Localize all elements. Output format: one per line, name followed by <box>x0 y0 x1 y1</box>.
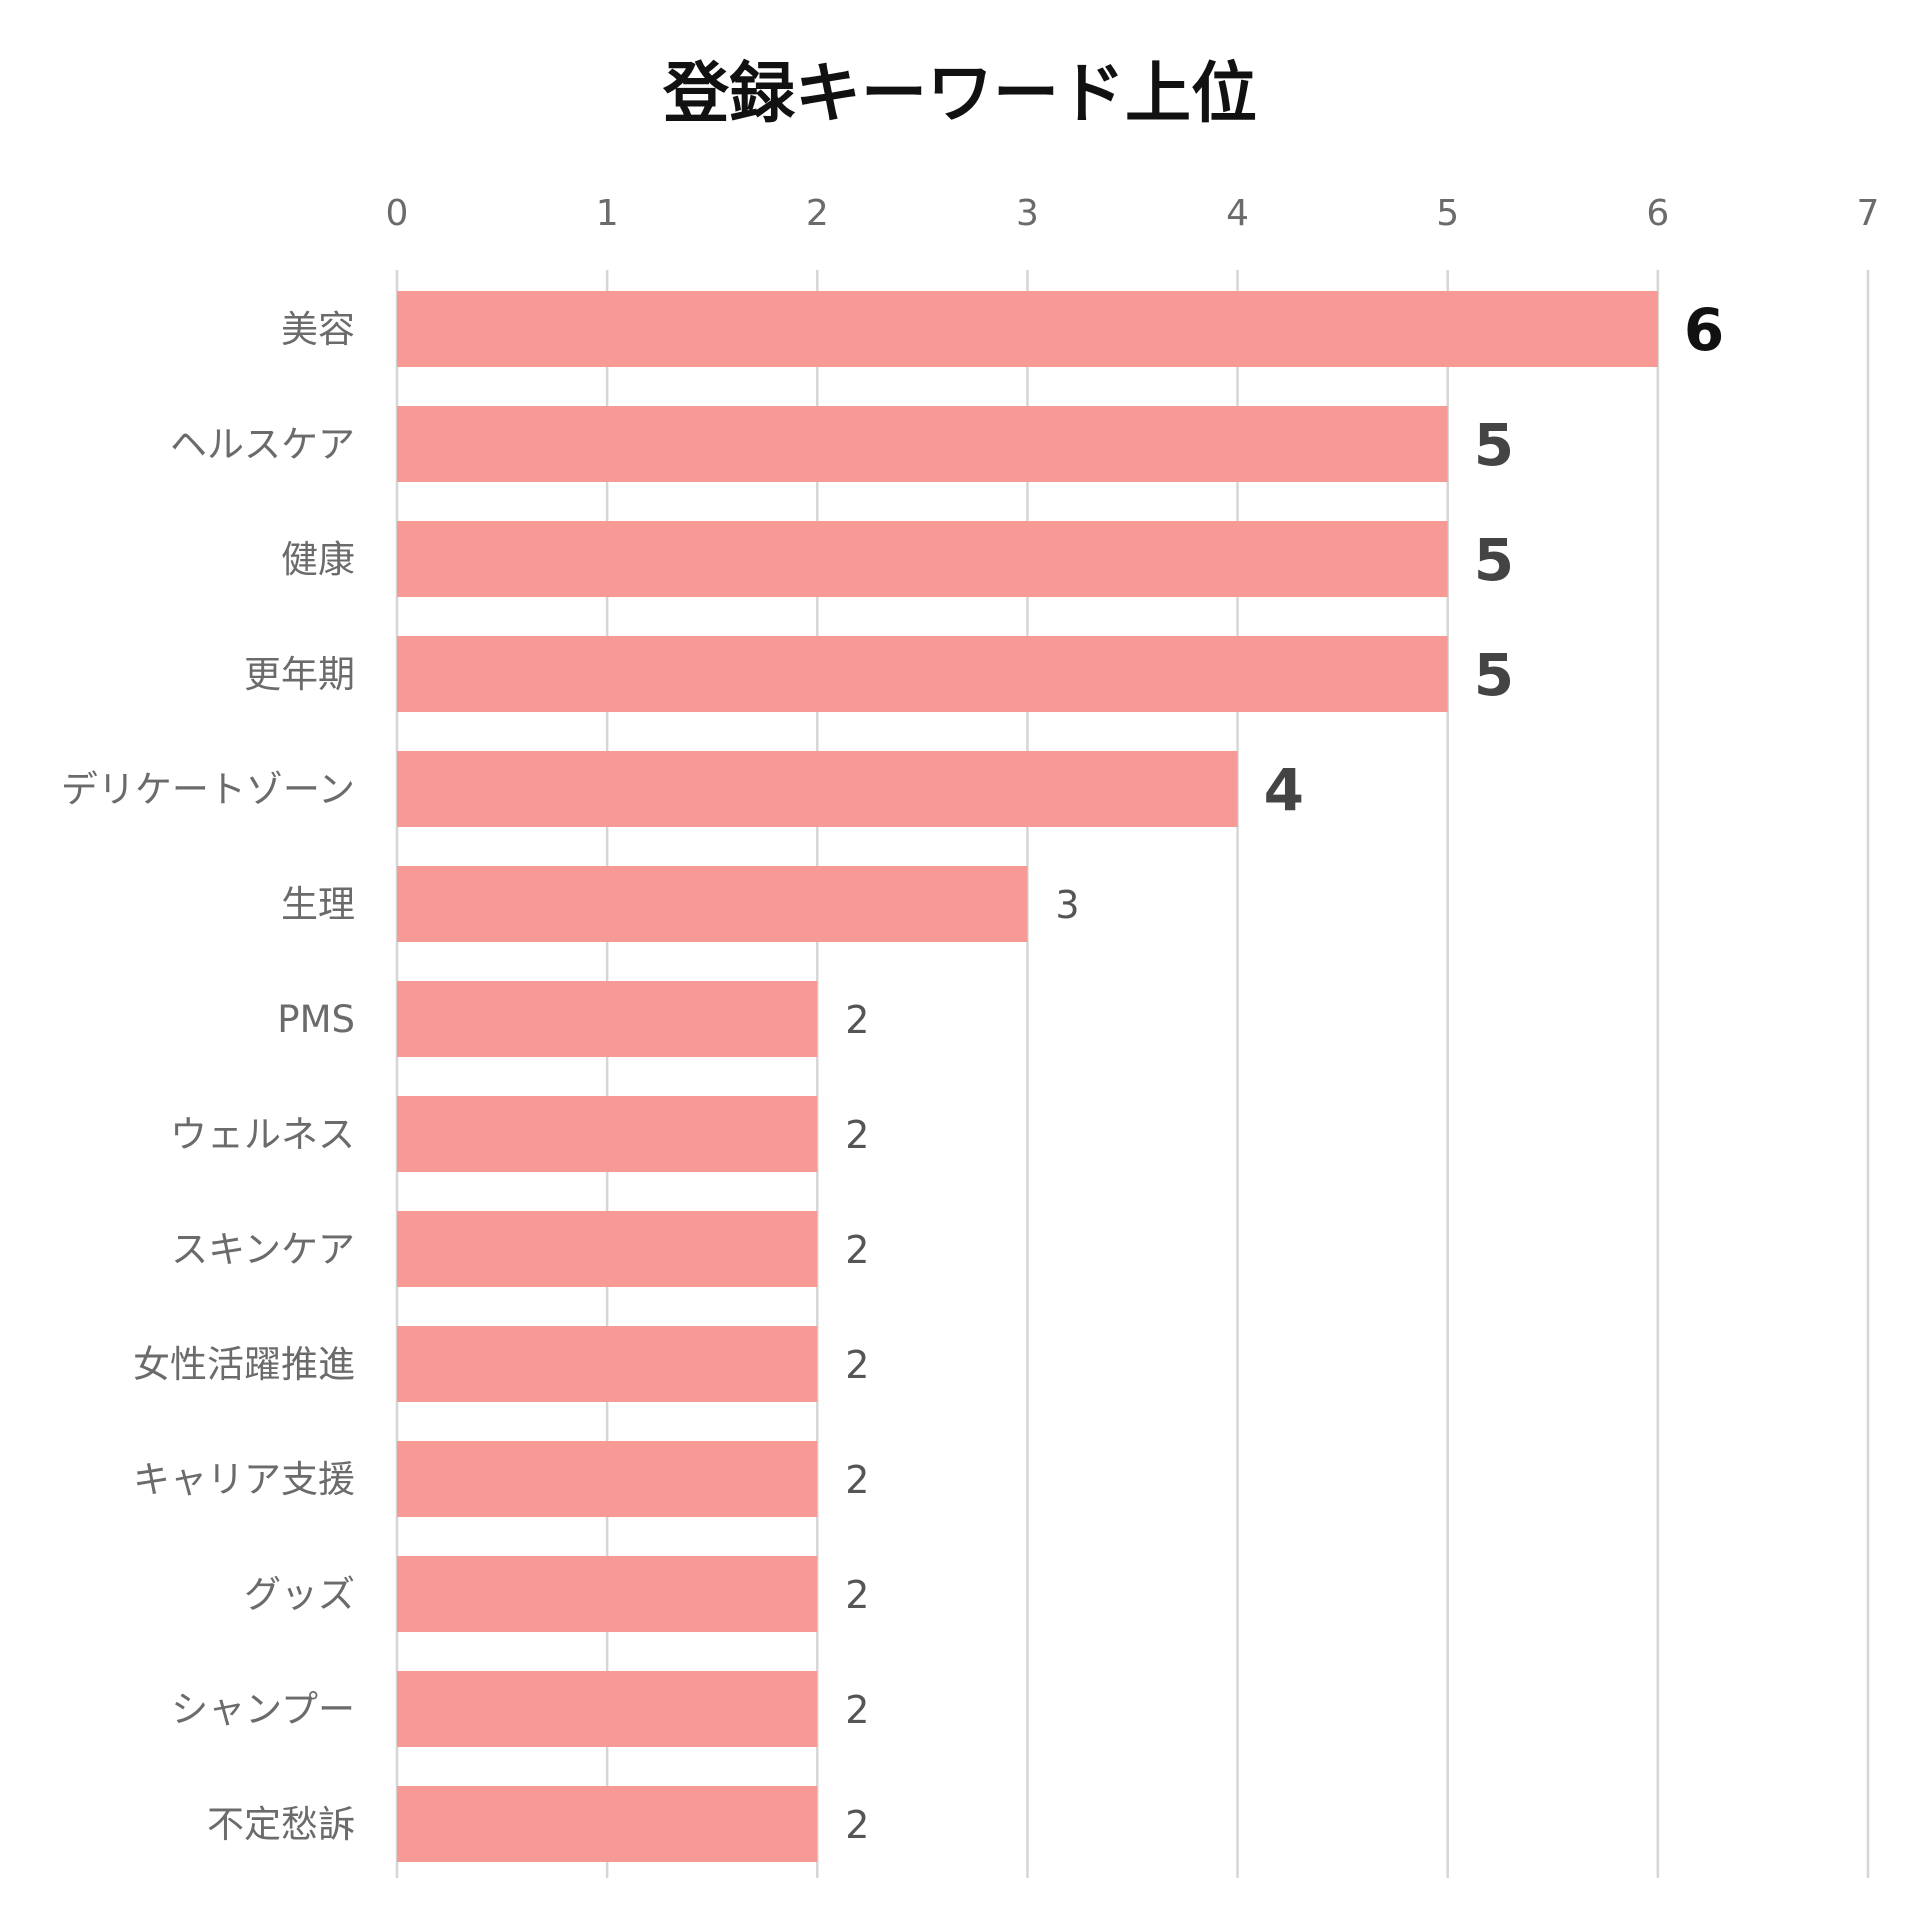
bar-10 <box>397 1441 818 1517</box>
data-label-2: 5 <box>1474 526 1514 594</box>
x-tick-label-1: 1 <box>596 193 619 234</box>
data-label-9: 2 <box>845 1343 869 1387</box>
category-label-12: シャンプー <box>171 1688 355 1731</box>
category-label-11: グッズ <box>244 1573 355 1616</box>
category-label-1: ヘルスケア <box>170 423 355 466</box>
data-label-10: 2 <box>845 1458 869 1502</box>
chart-title: 登録キーワード上位 <box>662 55 1257 132</box>
bar-13 <box>397 1786 818 1862</box>
category-label-2: 健康 <box>281 538 355 581</box>
data-label-3: 5 <box>1474 641 1514 709</box>
category-label-3: 更年期 <box>244 653 355 696</box>
category-label-6: PMS <box>277 998 355 1041</box>
data-label-0: 6 <box>1684 296 1724 364</box>
category-label-4: デリケートゾーン <box>61 768 355 811</box>
bar-3 <box>397 636 1448 712</box>
bar-12 <box>397 1671 818 1747</box>
x-tick-label-3: 3 <box>1016 193 1039 234</box>
bars <box>397 291 1658 1862</box>
bar-2 <box>397 521 1448 597</box>
data-label-7: 2 <box>845 1113 869 1157</box>
x-tick-label-2: 2 <box>806 193 829 234</box>
bar-8 <box>397 1211 818 1287</box>
category-label-8: スキンケア <box>171 1228 355 1271</box>
category-label-5: 生理 <box>281 883 355 926</box>
gridlines <box>395 270 1870 1878</box>
x-tick-label-0: 0 <box>386 193 409 234</box>
category-label-13: 不定愁訴 <box>207 1803 355 1846</box>
data-label-8: 2 <box>845 1228 869 1272</box>
bar-9 <box>397 1326 818 1402</box>
category-label-7: ウェルネス <box>170 1113 355 1156</box>
bar-7 <box>397 1096 818 1172</box>
x-tick-label-6: 6 <box>1646 193 1669 234</box>
bar-5 <box>397 866 1028 942</box>
category-label-0: 美容 <box>281 308 355 351</box>
data-label-5: 3 <box>1055 883 1079 927</box>
category-label-10: キャリア支援 <box>133 1458 355 1501</box>
bar-1 <box>397 406 1448 482</box>
data-labels: 6 5 5 5 4 3 2 2 2 2 2 2 2 2 <box>845 296 1724 1847</box>
x-tick-label-7: 7 <box>1857 193 1880 234</box>
bar-4 <box>397 751 1238 827</box>
category-label-9: 女性活躍推進 <box>133 1343 355 1386</box>
x-tick-label-5: 5 <box>1436 193 1459 234</box>
data-label-1: 5 <box>1474 411 1514 479</box>
data-label-13: 2 <box>845 1803 869 1847</box>
x-tick-label-4: 4 <box>1226 193 1249 234</box>
data-label-11: 2 <box>845 1573 869 1617</box>
data-label-12: 2 <box>845 1688 869 1732</box>
data-label-6: 2 <box>845 998 869 1042</box>
bar-11 <box>397 1556 818 1632</box>
bar-0 <box>397 291 1658 367</box>
bar-6 <box>397 981 818 1057</box>
x-axis-tick-labels: 0 1 2 3 4 5 6 7 <box>386 193 1880 234</box>
data-label-4: 4 <box>1264 756 1304 824</box>
